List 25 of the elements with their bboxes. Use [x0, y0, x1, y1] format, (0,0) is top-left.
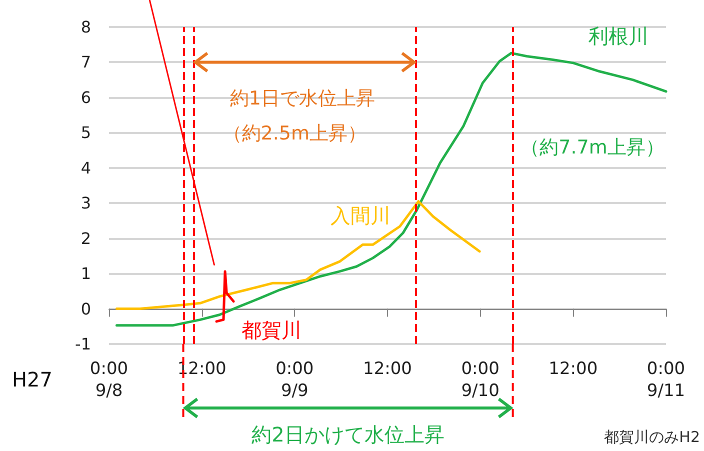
x-tick-label: 0:00 9/8	[90, 359, 128, 401]
y-tick-label: 3	[80, 194, 91, 213]
x-tick-label: 0:00 9/9	[276, 359, 314, 401]
y-tick-label: 5	[80, 123, 91, 142]
x-tick-label: 0:00 9/11	[646, 359, 686, 401]
series-label: 都賀川	[241, 318, 302, 342]
x-tick-label: 12:00	[548, 359, 598, 379]
text: 約2日かけて水位上昇	[252, 422, 444, 446]
series-label: 入間川	[330, 204, 390, 228]
x-tick-label: 0:00 9/10	[461, 359, 500, 401]
annotation: （約7.7m上昇）	[520, 136, 664, 159]
series-label: 利根川	[588, 24, 649, 48]
y-tick-label: 6	[80, 88, 91, 107]
y-tick-label: 4	[80, 158, 91, 178]
y-tick-label: 2	[80, 228, 91, 248]
annotation: 約1日で水位上昇	[230, 87, 375, 110]
text: H27	[12, 367, 52, 392]
x-tick-label: 12:00	[363, 359, 412, 379]
y-tick-label: 1	[80, 264, 91, 284]
y-tick-label: 8	[80, 18, 91, 36]
y-tick-label: 0	[80, 299, 91, 318]
y-tick-label: 7	[80, 52, 91, 72]
text: 都賀川のみH2	[604, 428, 700, 446]
y-tick-label: -1	[75, 334, 91, 354]
annotation: （約2.5m上昇）	[222, 122, 367, 145]
